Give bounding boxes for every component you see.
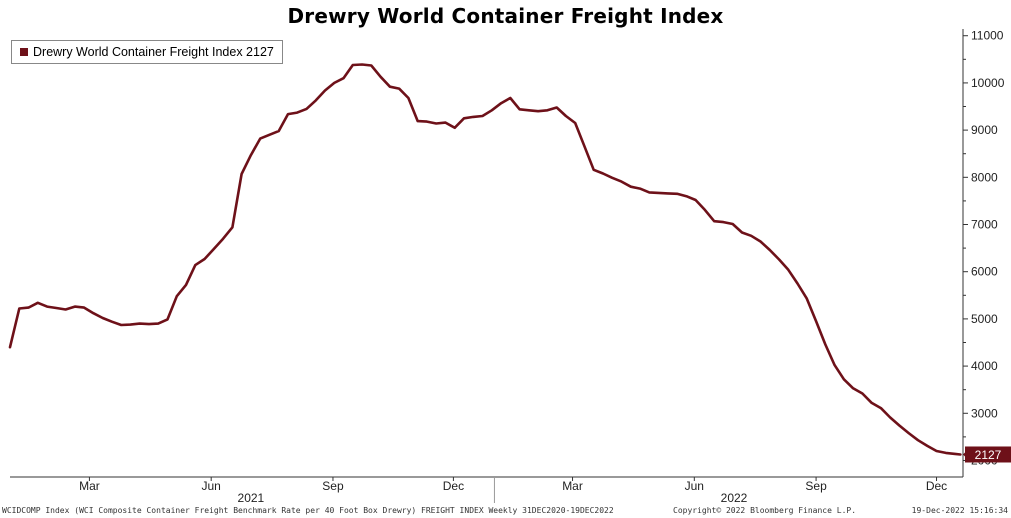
x-tick-label: Dec (443, 479, 464, 493)
footer-timestamp: 19-Dec-2022 15:16:34 (911, 506, 1008, 515)
x-tick-label: Mar (562, 479, 583, 493)
legend-swatch (20, 48, 28, 56)
footer: WCIDCOMP Index (WCI Composite Container … (0, 504, 1011, 518)
x-tick-label: Jun (685, 479, 704, 493)
y-tick-label: 10000 (971, 76, 1005, 90)
last-value-marker (965, 446, 1011, 463)
chart-title: Drewry World Container Freight Index (287, 4, 724, 28)
y-tick-label: 6000 (971, 265, 998, 279)
x-tick-label: Dec (926, 479, 947, 493)
x-tick-label: Sep (322, 479, 344, 493)
x-tick-label: Sep (805, 479, 827, 493)
footer-copyright: Copyright© 2022 Bloomberg Finance L.P. (673, 506, 857, 515)
x-tick-label: Jun (202, 479, 221, 493)
y-tick-label: 3000 (971, 406, 998, 420)
last-value-arrow (963, 449, 968, 460)
y-tick-label: 11000 (971, 29, 1004, 43)
y-tick-label: 9000 (971, 123, 998, 137)
line-chart: 11000 10000 9000 8000 7000 6000 5000 4000 3000 20… (8, 29, 1011, 504)
y-tick-label: 5000 (971, 312, 998, 326)
footer-source: WCIDCOMP Index (WCI Composite Container … (2, 506, 614, 515)
x-year-label: 2022 (721, 491, 748, 504)
y-tick-label: 8000 (971, 170, 998, 184)
legend-label: Drewry World Container Freight Index 212… (33, 45, 274, 59)
x-tick-label: Mar (79, 479, 100, 493)
last-value-label: 2127 (975, 448, 1002, 462)
x-year-label: 2021 (238, 491, 265, 504)
y-tick-label: 7000 (971, 218, 998, 232)
legend: Drewry World Container Freight Index 212… (11, 40, 283, 64)
y-tick-label: 4000 (971, 359, 998, 373)
series-line (8, 63, 962, 456)
